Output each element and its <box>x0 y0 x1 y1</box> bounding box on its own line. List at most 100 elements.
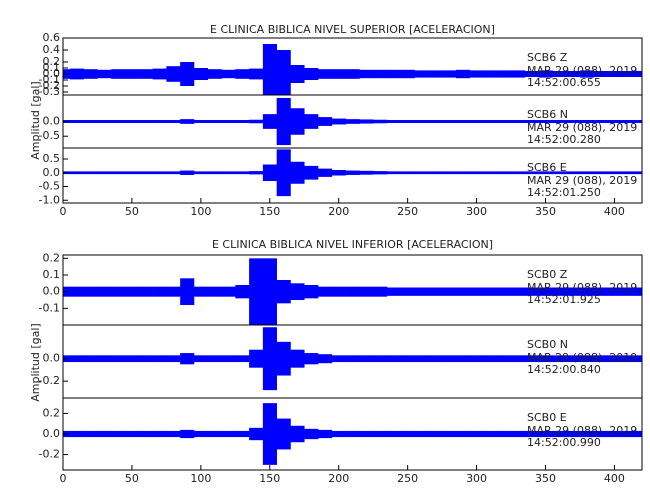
date-label: MAR 29 (088), 2019 <box>527 351 637 364</box>
waveform-envelope <box>400 287 415 296</box>
y-tick-label: -0.5 <box>39 180 60 193</box>
waveform-envelope <box>207 286 222 297</box>
waveform-envelope <box>524 71 539 77</box>
chart-title: E CLINICA BIBLICA NIVEL INFERIOR [ACELER… <box>212 238 493 251</box>
waveform-envelope <box>621 120 636 123</box>
waveform-envelope <box>579 355 595 363</box>
x-tick-label: 400 <box>604 205 625 218</box>
waveform-envelope <box>607 287 622 296</box>
panel-frame <box>62 147 643 204</box>
waveform-envelope <box>221 69 236 79</box>
y-tick-label: 0.0 <box>43 67 61 80</box>
waveform-envelope <box>221 171 236 175</box>
waveform-envelope <box>497 70 512 78</box>
waveform-envelope <box>69 286 84 297</box>
waveform-envelope <box>455 69 470 79</box>
y-tick-label: -0.1 <box>39 73 60 86</box>
x-tick-label: 200 <box>328 472 349 485</box>
y-tick-label: -0.2 <box>39 374 60 387</box>
waveform-envelope <box>455 120 470 123</box>
waveform-envelope <box>511 70 526 78</box>
waveform-envelope <box>180 119 195 124</box>
y-tick-label: -0.3 <box>39 85 60 98</box>
waveform-envelope <box>621 287 636 296</box>
waveform-envelope <box>593 120 608 123</box>
waveform-envelope <box>69 171 84 175</box>
waveform-envelope <box>635 287 642 296</box>
y-tick-label: 0.0 <box>43 166 61 179</box>
waveform-envelope <box>455 355 470 363</box>
waveform-envelope <box>125 171 140 175</box>
trace <box>63 327 642 391</box>
time-label: 14:52:01.250 <box>527 186 601 199</box>
waveform-envelope <box>166 66 181 82</box>
waveform-envelope <box>97 171 112 175</box>
waveform-envelope <box>538 287 553 296</box>
waveform-envelope <box>180 429 195 439</box>
x-tick-label: 100 <box>190 472 211 485</box>
waveform-envelope <box>125 355 140 363</box>
waveform-envelope <box>262 258 277 325</box>
waveform-envelope <box>138 171 153 175</box>
waveform-envelope <box>138 69 153 79</box>
waveform-envelope <box>166 120 181 123</box>
waveform-envelope <box>386 171 402 175</box>
waveform-envelope <box>373 355 388 363</box>
waveform-envelope <box>428 70 443 78</box>
waveform-envelope <box>290 65 305 83</box>
waveform-envelope <box>207 69 222 79</box>
waveform-envelope <box>180 353 195 365</box>
waveform-envelope <box>593 355 608 363</box>
waveform-envelope <box>152 171 167 175</box>
waveform-envelope <box>579 120 595 123</box>
waveform-envelope <box>125 120 140 123</box>
waveform-envelope <box>483 430 498 438</box>
x-tick-label: 350 <box>535 472 556 485</box>
y-tick-label: 0.2 <box>43 406 61 419</box>
waveform-envelope <box>138 286 153 297</box>
waveform-envelope <box>635 120 642 123</box>
x-tick-label: 400 <box>604 472 625 485</box>
waveform-envelope <box>483 70 498 78</box>
waveform-envelope <box>345 286 360 297</box>
waveform-envelope <box>97 69 112 79</box>
waveform-envelope <box>607 171 622 175</box>
waveform-envelope <box>138 430 153 438</box>
y-tick-label: -0.1 <box>39 301 60 314</box>
x-tick-label: 50 <box>125 205 139 218</box>
waveform-envelope <box>290 425 305 443</box>
waveform-envelope <box>111 286 126 297</box>
date-label: MAR 29 (088), 2019 <box>527 64 637 77</box>
waveform-envelope <box>207 430 222 438</box>
time-label: 14:52:01.925 <box>527 293 601 306</box>
waveform-envelope <box>193 120 209 123</box>
waveform-envelope <box>304 114 319 129</box>
waveform-envelope <box>138 120 153 123</box>
waveform-envelope <box>83 355 98 363</box>
waveform-envelope <box>152 355 167 363</box>
waveform-envelope <box>345 430 360 438</box>
waveform-envelope <box>511 120 526 123</box>
waveform-envelope <box>152 430 167 438</box>
waveform-envelope <box>400 69 415 79</box>
waveform-envelope <box>538 70 553 78</box>
waveform-envelope <box>386 69 402 79</box>
waveform-envelope <box>635 171 642 175</box>
waveform-envelope <box>607 430 622 438</box>
waveform-envelope <box>262 327 277 391</box>
waveform-envelope <box>428 430 443 438</box>
trace <box>63 258 642 325</box>
waveform-envelope <box>69 430 84 438</box>
waveform-envelope <box>262 44 277 95</box>
waveform-envelope <box>97 430 112 438</box>
waveform-envelope <box>414 70 429 78</box>
waveform-envelope <box>331 170 346 176</box>
waveform-envelope <box>166 171 181 175</box>
waveform-envelope <box>152 120 167 123</box>
waveform-envelope <box>414 287 429 296</box>
waveform-envelope <box>359 170 374 175</box>
waveform-envelope <box>373 119 388 124</box>
waveform-envelope <box>331 430 346 438</box>
waveform-envelope <box>593 171 608 175</box>
